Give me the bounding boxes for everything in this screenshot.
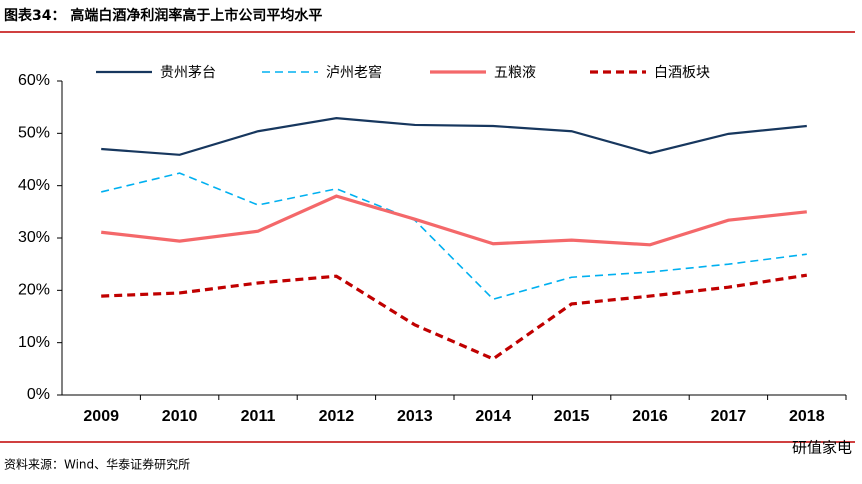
legend-label: 五粮液 bbox=[494, 65, 536, 81]
legend-label: 泸州老窖 bbox=[326, 64, 382, 81]
series-line bbox=[101, 172, 807, 301]
x-tick-label: 2009 bbox=[83, 408, 119, 425]
x-tick-label: 2010 bbox=[162, 408, 198, 425]
series-line bbox=[101, 194, 807, 247]
chart-title: 图表34： 高端白酒净利润率高于上市公司平均水平 bbox=[4, 7, 322, 24]
legend-label: 白酒板块 bbox=[654, 65, 710, 81]
x-tick-label: 2014 bbox=[475, 408, 511, 425]
y-tick-label: 50% bbox=[18, 125, 50, 142]
x-tick-label: 2012 bbox=[319, 408, 355, 425]
x-tick-label: 2017 bbox=[711, 408, 747, 425]
x-tick-label: 2016 bbox=[632, 408, 668, 425]
source: 资料来源：Wind、华泰证券研究所 bbox=[4, 457, 190, 472]
x-tick-label: 2011 bbox=[241, 408, 276, 425]
watermark: 研值家电 bbox=[792, 439, 852, 457]
legend-label: 贵州茅台 bbox=[160, 65, 216, 81]
x-tick-label: 2018 bbox=[789, 408, 825, 425]
y-tick-label: 0% bbox=[27, 386, 50, 403]
x-tick-label: 2013 bbox=[397, 408, 433, 425]
x-tick-label: 2015 bbox=[554, 408, 590, 425]
series-line bbox=[101, 273, 808, 361]
y-tick-label: 40% bbox=[18, 177, 50, 194]
series-line bbox=[101, 117, 807, 156]
y-tick-label: 20% bbox=[18, 282, 50, 299]
y-tick-label: 30% bbox=[18, 229, 50, 246]
y-tick-label: 10% bbox=[18, 334, 50, 351]
y-tick-label: 60% bbox=[18, 72, 50, 89]
